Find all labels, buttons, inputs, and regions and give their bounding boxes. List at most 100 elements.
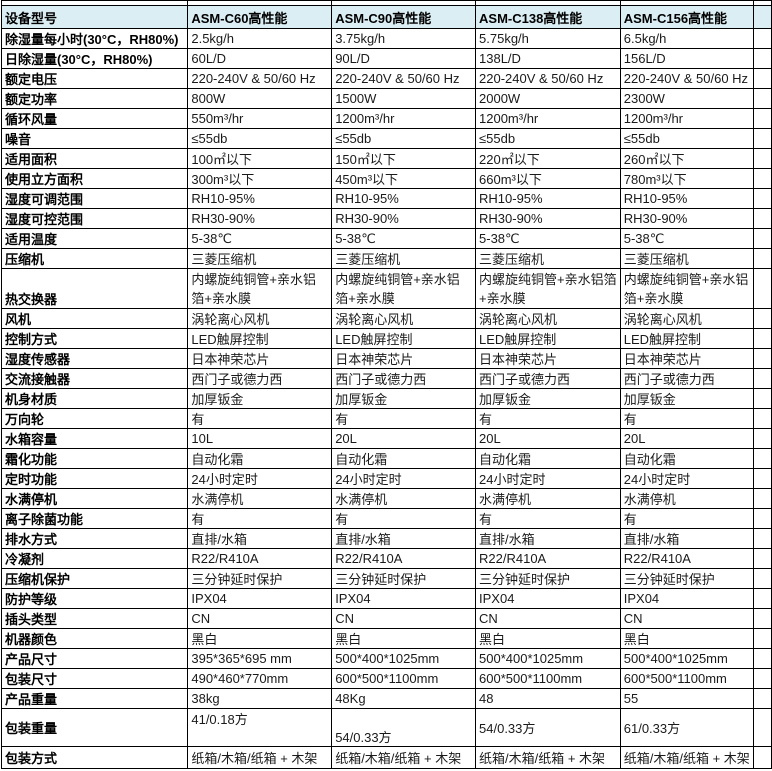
value-cell[interactable]: 5.75kg/h [475, 28, 621, 49]
row-label-cell[interactable]: 风机 [0, 308, 189, 329]
row-label-cell[interactable]: 水箱容量 [0, 428, 189, 449]
value-cell[interactable]: 48 [475, 688, 621, 709]
value-cell[interactable]: 150㎡以下 [331, 148, 477, 169]
value-cell[interactable]: 54/0.33方 [331, 708, 477, 747]
value-cell[interactable]: 黑白 [187, 628, 333, 649]
value-cell[interactable]: 自动化霜 [331, 448, 477, 469]
row-label-cell[interactable]: 霜化功能 [0, 448, 189, 469]
value-cell[interactable]: 直排/水箱 [619, 528, 754, 549]
value-cell[interactable]: 有 [187, 408, 333, 429]
value-cell[interactable]: 24小时定时 [331, 468, 477, 489]
row-label-cell[interactable]: 压缩机 [0, 248, 189, 269]
value-cell[interactable]: 内螺旋纯铜管+亲水铝箔+亲水膜 [475, 268, 621, 309]
value-cell[interactable]: IPX04 [331, 588, 477, 609]
value-cell[interactable]: 600*500*1100mm [331, 668, 477, 689]
value-cell[interactable]: 纸箱/木箱/纸箱 + 木架 [475, 746, 621, 769]
value-cell[interactable]: 有 [475, 408, 621, 429]
model-header-cell[interactable]: ASM-C156高性能 [619, 5, 754, 29]
value-cell[interactable]: 20L [619, 428, 754, 449]
row-label-cell[interactable]: 压缩机保护 [0, 568, 189, 589]
value-cell[interactable]: IPX04 [619, 588, 754, 609]
value-cell[interactable]: CN [331, 608, 477, 629]
value-cell[interactable]: 55 [619, 688, 754, 709]
row-label-cell[interactable]: 包装方式 [0, 746, 189, 769]
value-cell[interactable]: 156L/D [619, 48, 754, 69]
value-cell[interactable]: 三菱压缩机 [475, 248, 621, 269]
value-cell[interactable]: 涡轮离心风机 [619, 308, 754, 329]
value-cell[interactable]: 220-240V & 50/60 Hz [331, 68, 477, 89]
value-cell[interactable]: 自动化霜 [187, 448, 333, 469]
row-label-cell[interactable]: 循环风量 [0, 108, 189, 129]
value-cell[interactable]: 1200m³/hr [475, 108, 621, 129]
value-cell[interactable]: 三分钟延时保护 [331, 568, 477, 589]
row-label-cell[interactable]: 额定电压 [0, 68, 189, 89]
value-cell[interactable]: 加厚钣金 [331, 388, 477, 409]
value-cell[interactable]: 5-38℃ [187, 228, 333, 249]
value-cell[interactable]: 黑白 [475, 628, 621, 649]
row-label-cell[interactable]: 包装重量 [0, 708, 189, 747]
value-cell[interactable]: RH30-90% [187, 208, 333, 229]
value-cell[interactable]: 600*500*1100mm [619, 668, 754, 689]
row-label-cell[interactable]: 万向轮 [0, 408, 189, 429]
row-label-cell[interactable]: 适用面积 [0, 148, 189, 169]
value-cell[interactable]: 90L/D [331, 48, 477, 69]
value-cell[interactable]: 660m³以下 [475, 168, 621, 189]
value-cell[interactable]: R22/R410A [187, 548, 333, 569]
value-cell[interactable]: 600*500*1100mm [475, 668, 621, 689]
row-label-cell[interactable]: 湿度可调范围 [0, 188, 189, 209]
value-cell[interactable]: 加厚钣金 [619, 388, 754, 409]
value-cell[interactable]: 日本神荣芯片 [475, 348, 621, 369]
value-cell[interactable]: RH30-90% [331, 208, 477, 229]
value-cell[interactable]: R22/R410A [619, 548, 754, 569]
row-label-cell[interactable]: 控制方式 [0, 328, 189, 349]
value-cell[interactable]: 直排/水箱 [187, 528, 333, 549]
value-cell[interactable]: 水满停机 [331, 488, 477, 509]
row-label-cell[interactable]: 排水方式 [0, 528, 189, 549]
value-cell[interactable]: 三分钟延时保护 [187, 568, 333, 589]
value-cell[interactable]: 260㎡以下 [619, 148, 754, 169]
value-cell[interactable]: 780m³以下 [619, 168, 754, 189]
model-header-cell[interactable]: ASM-C60高性能 [187, 5, 333, 29]
value-cell[interactable]: 220-240V & 50/60 Hz [619, 68, 754, 89]
value-cell[interactable]: 500*400*1025mm [619, 648, 754, 669]
value-cell[interactable]: 日本神荣芯片 [619, 348, 754, 369]
value-cell[interactable]: 300m³以下 [187, 168, 333, 189]
value-cell[interactable]: 有 [331, 408, 477, 429]
row-label-cell[interactable]: 使用立方面积 [0, 168, 189, 189]
value-cell[interactable]: 有 [475, 508, 621, 529]
model-header-cell[interactable]: ASM-C90高性能 [331, 5, 477, 29]
value-cell[interactable]: 1200m³/hr [619, 108, 754, 129]
value-cell[interactable]: 有 [619, 508, 754, 529]
value-cell[interactable]: 日本神荣芯片 [331, 348, 477, 369]
value-cell[interactable]: 直排/水箱 [475, 528, 621, 549]
row-label-cell[interactable]: 交流接触器 [0, 368, 189, 389]
row-label-cell[interactable]: 热交换器 [0, 268, 189, 309]
row-label-cell[interactable]: 包装尺寸 [0, 668, 189, 689]
value-cell[interactable]: 有 [331, 508, 477, 529]
value-cell[interactable]: 800W [187, 88, 333, 109]
value-cell[interactable]: CN [619, 608, 754, 629]
value-cell[interactable]: 内螺旋纯铜管+亲水铝箔+亲水膜 [331, 268, 477, 309]
value-cell[interactable]: 内螺旋纯铜管+亲水铝箔+亲水膜 [619, 268, 754, 309]
value-cell[interactable]: 3.75kg/h [331, 28, 477, 49]
value-cell[interactable]: 自动化霜 [475, 448, 621, 469]
value-cell[interactable]: 38kg [187, 688, 333, 709]
value-cell[interactable]: 黑白 [619, 628, 754, 649]
value-cell[interactable]: 41/0.18方 [187, 708, 333, 747]
value-cell[interactable]: 日本神荣芯片 [187, 348, 333, 369]
value-cell[interactable]: 有 [619, 408, 754, 429]
value-cell[interactable]: 6.5kg/h [619, 28, 754, 49]
row-label-cell[interactable]: 适用温度 [0, 228, 189, 249]
value-cell[interactable]: 纸箱/木箱/纸箱 + 木架 [331, 746, 477, 769]
row-label-cell[interactable]: 离子除菌功能 [0, 508, 189, 529]
value-cell[interactable]: 5-38℃ [331, 228, 477, 249]
value-cell[interactable]: CN [475, 608, 621, 629]
value-cell[interactable]: 黑白 [331, 628, 477, 649]
value-cell[interactable]: 纸箱/木箱/纸箱 + 木架 [187, 746, 333, 769]
value-cell[interactable]: LED触屏控制 [331, 328, 477, 349]
value-cell[interactable]: 西门子或德力西 [475, 368, 621, 389]
value-cell[interactable]: RH30-90% [619, 208, 754, 229]
value-cell[interactable]: 61/0.33方 [619, 708, 754, 747]
value-cell[interactable]: 三分钟延时保护 [619, 568, 754, 589]
value-cell[interactable]: 1500W [331, 88, 477, 109]
